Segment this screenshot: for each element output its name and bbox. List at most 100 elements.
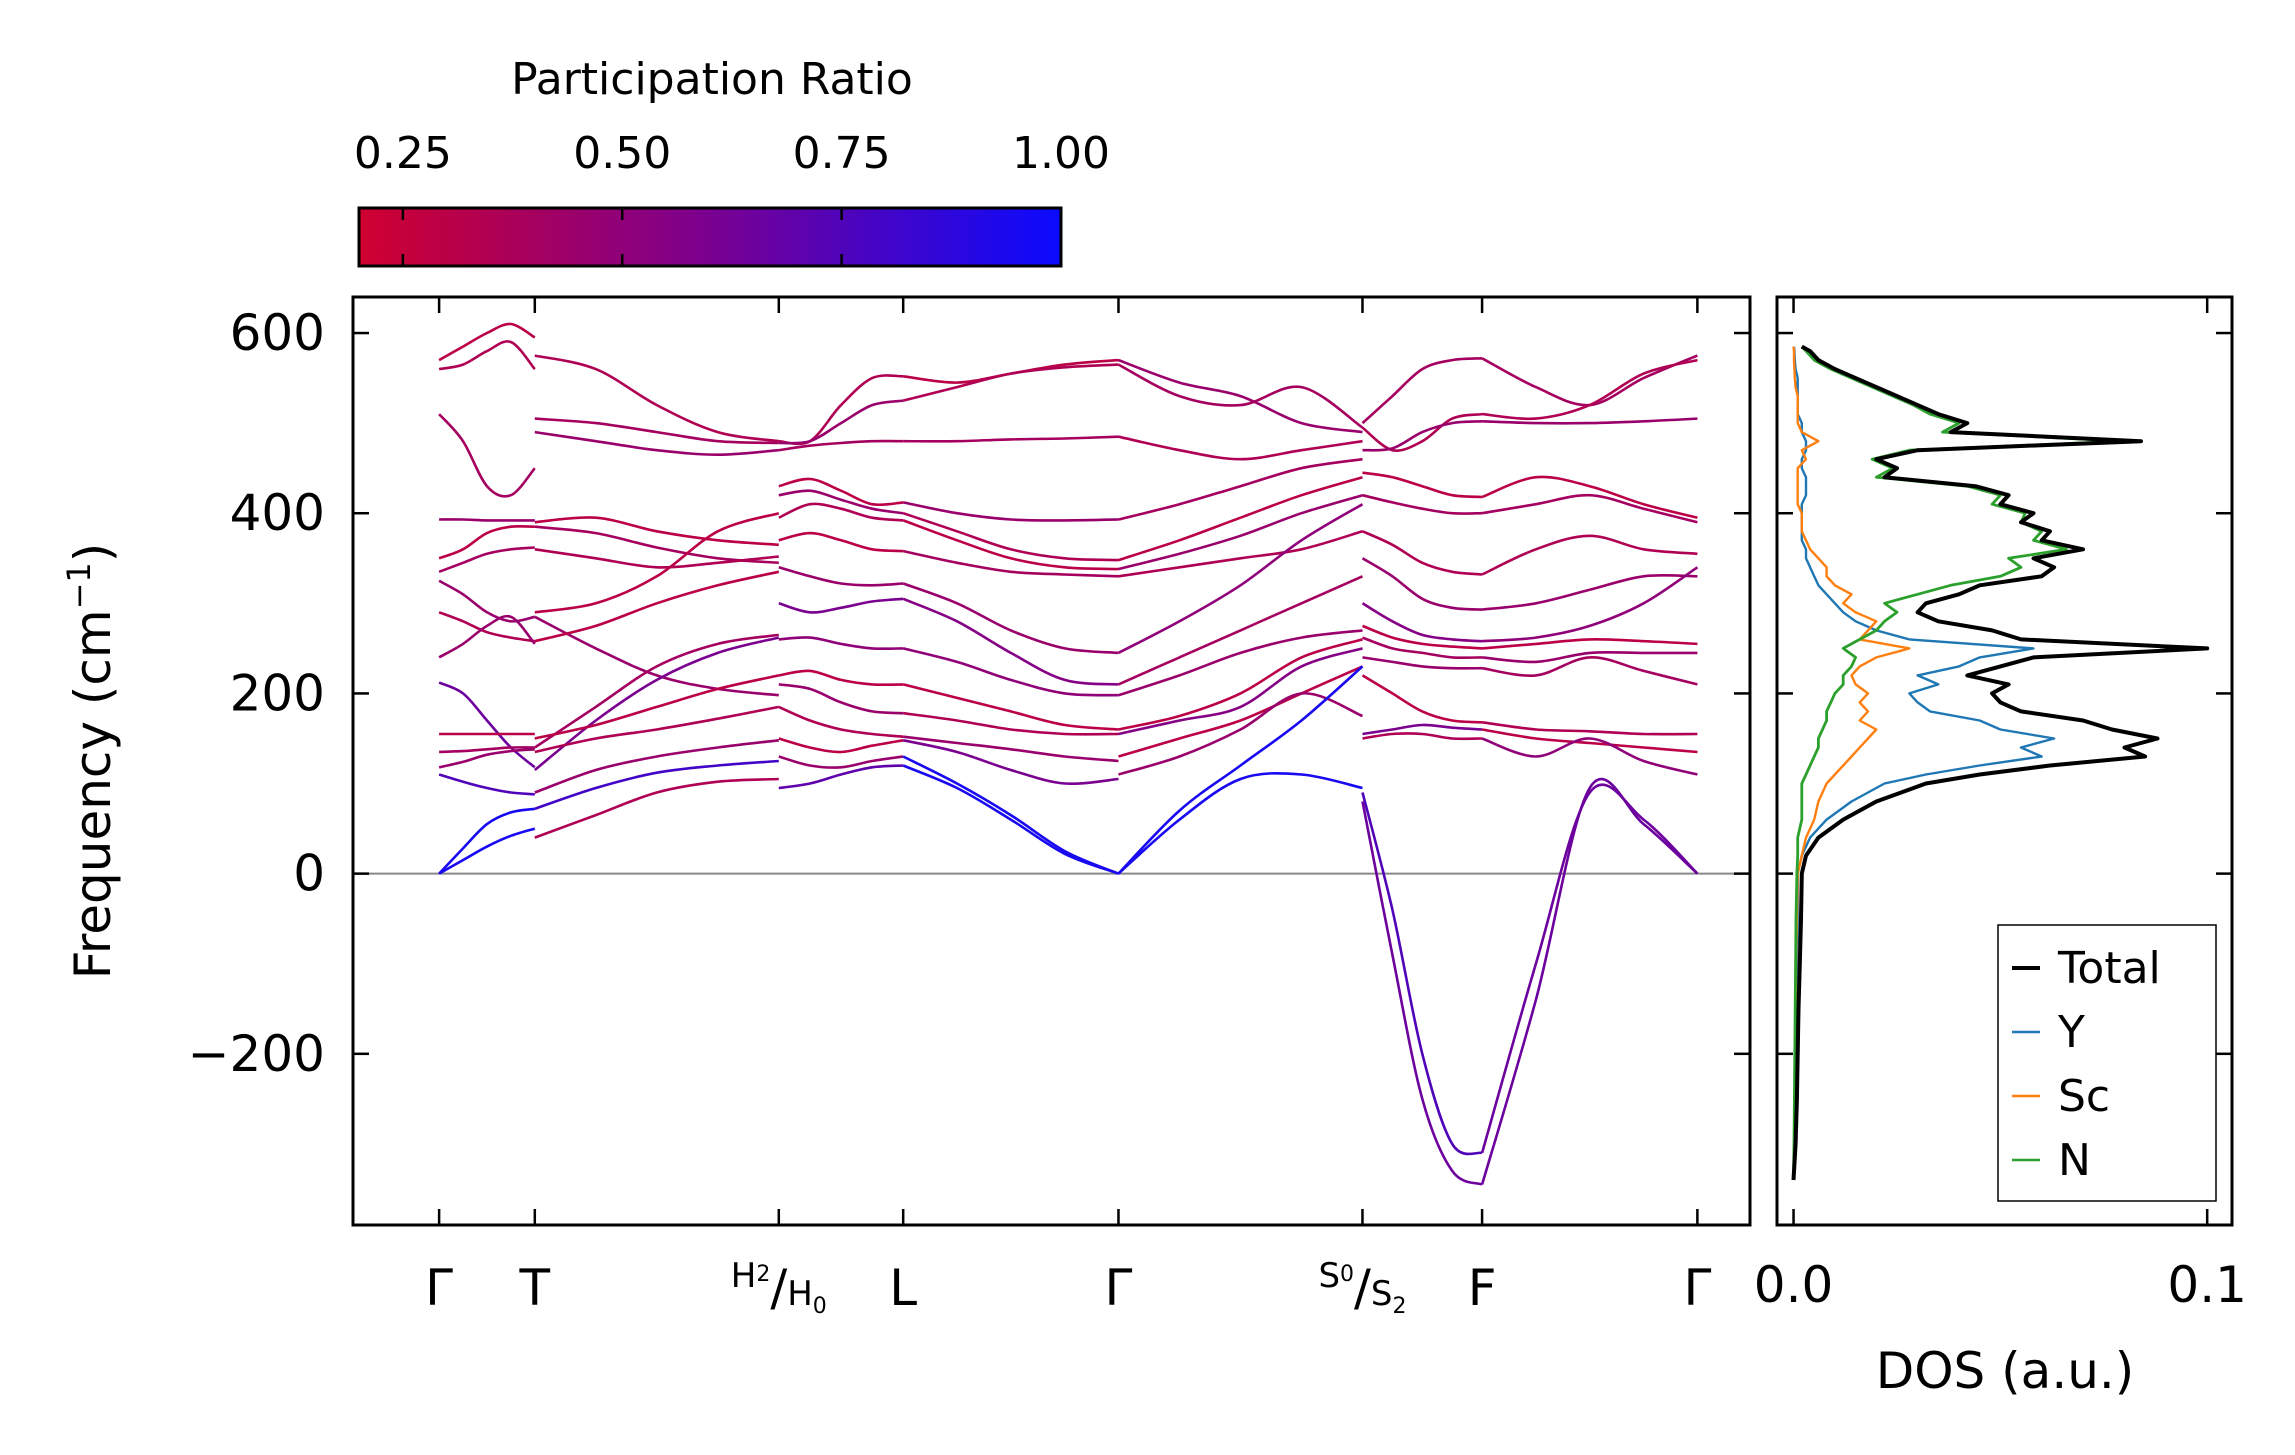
band-line xyxy=(1118,530,1363,578)
band-line xyxy=(438,524,535,560)
band-line xyxy=(1481,493,1698,524)
band-line xyxy=(533,636,780,772)
band-line xyxy=(438,827,536,875)
band-line xyxy=(778,737,904,754)
y-axis-label-sup: −1 xyxy=(60,562,98,609)
colorbar-tick-label: 0.25 xyxy=(354,128,452,179)
y-tick-label: −200 xyxy=(188,1025,325,1083)
kpoint-label: T xyxy=(519,1259,551,1317)
band-line xyxy=(534,739,779,794)
colorbar-tick-label: 0.50 xyxy=(573,128,671,179)
band-line xyxy=(1362,636,1483,660)
band-line xyxy=(1362,420,1483,452)
band-line xyxy=(778,669,904,687)
band-line xyxy=(534,511,780,614)
band-line xyxy=(1481,650,1698,664)
band-line xyxy=(1118,647,1363,736)
band-line xyxy=(1362,471,1483,499)
colorbar-tick-label: 0.75 xyxy=(793,128,891,179)
band-line xyxy=(778,705,904,738)
band-line xyxy=(1480,783,1699,1154)
band-line xyxy=(438,681,536,769)
band-line xyxy=(903,735,1119,763)
band-line xyxy=(1480,777,1699,1185)
colorbar: Participation Ratio 0.25 0.50 0.75 1.00 xyxy=(354,54,1110,268)
y-tick-label: 200 xyxy=(230,664,325,722)
dos-x-label: DOS (a.u.) xyxy=(1876,1342,2135,1400)
band-line xyxy=(903,711,1119,736)
dos-x-tick-label: 0.0 xyxy=(1754,1256,1834,1314)
band-line xyxy=(902,582,1119,655)
band-line xyxy=(1361,792,1483,1156)
band-line xyxy=(778,439,904,452)
kpoint-label: Γ xyxy=(425,1259,453,1317)
band-line xyxy=(903,435,1119,443)
y-tick-label: 0 xyxy=(293,845,325,903)
y-tick-label: 400 xyxy=(230,484,325,542)
band-line xyxy=(438,340,536,371)
band-line xyxy=(1481,354,1698,407)
band-line xyxy=(1362,656,1483,670)
band-line xyxy=(1361,530,1483,576)
band-frame xyxy=(351,295,1752,1227)
colorbar-tick-labels: 0.25 0.50 0.75 1.00 xyxy=(354,128,1110,179)
legend-label-n: N xyxy=(2058,1135,2091,1186)
band-line xyxy=(778,636,904,651)
band-axes: −200 0 200 400 600 Γ T H2/H0 L Γ S0/S2 F Γ xyxy=(188,297,1750,1319)
y-axis-label: Frequency (cm−1) xyxy=(60,543,122,980)
band-line xyxy=(902,739,1119,786)
band-line xyxy=(902,683,1119,731)
band-line xyxy=(1482,566,1699,643)
band-line xyxy=(1361,557,1483,611)
band-line xyxy=(534,633,779,749)
kpoint-label: F xyxy=(1468,1259,1497,1317)
phonon-bands xyxy=(438,322,1699,1186)
colorbar-ticks xyxy=(401,208,1063,266)
band-line xyxy=(439,518,535,522)
band-line xyxy=(1481,638,1698,650)
band-line xyxy=(1481,721,1698,736)
band-line xyxy=(778,755,904,769)
band-line xyxy=(534,417,779,445)
band-line xyxy=(1362,624,1483,650)
dos-line-sc xyxy=(1792,346,1911,1181)
band-line xyxy=(1118,665,1364,758)
band-line xyxy=(534,705,780,754)
band-line xyxy=(902,755,1119,875)
band-line xyxy=(1118,435,1363,461)
band-line xyxy=(534,674,780,740)
band-line xyxy=(1118,629,1363,697)
band-line xyxy=(534,354,779,443)
band-line xyxy=(438,413,536,498)
band-line xyxy=(1361,602,1483,643)
band-line xyxy=(1118,358,1363,434)
band-line xyxy=(534,548,779,569)
band-line xyxy=(1481,737,1698,776)
band-line xyxy=(1481,475,1698,519)
legend-label-total: Total xyxy=(2057,943,2161,994)
colorbar-title: Participation Ratio xyxy=(511,54,913,105)
band-line xyxy=(1481,573,1698,611)
y-tick-label: 600 xyxy=(230,304,325,362)
band-line xyxy=(438,748,535,769)
band-line xyxy=(1117,503,1364,655)
dos-frame xyxy=(1775,295,2234,1227)
band-line xyxy=(1118,475,1363,562)
band-line xyxy=(902,764,1119,875)
band-line xyxy=(778,477,904,507)
band-line xyxy=(1361,412,1483,452)
kpoint-label: H2/H0 xyxy=(731,1256,827,1319)
band-line xyxy=(534,570,780,643)
band-line xyxy=(534,777,779,839)
legend-label-y: Y xyxy=(2057,1007,2085,1058)
colorbar-gradient xyxy=(357,206,1063,268)
band-line xyxy=(1117,665,1364,875)
band-line xyxy=(778,502,904,522)
kpoint-label: Γ xyxy=(1105,1259,1133,1317)
band-line xyxy=(1362,732,1483,741)
dos-axes: 0.0 0.1 xyxy=(1754,297,2247,1314)
dos-curves xyxy=(1791,344,2210,1181)
band-line xyxy=(1118,457,1363,521)
band-line xyxy=(439,746,535,754)
